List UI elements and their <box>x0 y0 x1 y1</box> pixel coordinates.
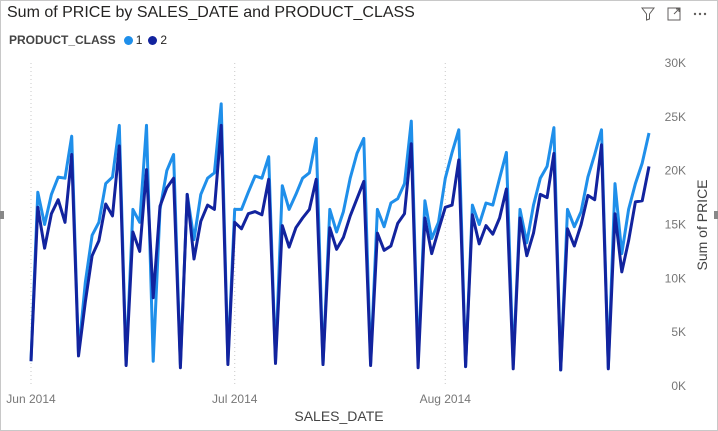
more-options-icon[interactable] <box>691 5 709 23</box>
legend-label-2: 2 <box>160 33 168 47</box>
x-tick-label: Aug 2014 <box>420 392 472 406</box>
series-line-1[interactable] <box>29 102 651 372</box>
legend: PRODUCT_CLASS 1 2 <box>9 33 173 47</box>
series-layer <box>29 102 651 372</box>
resize-handle-left[interactable] <box>0 211 4 219</box>
chart-title: Sum of PRICE by SALES_DATE and PRODUCT_C… <box>7 4 415 21</box>
filter-icon[interactable] <box>639 5 657 23</box>
x-axis-ticks: Jun 2014 Jul 2014 Aug 2014 <box>6 392 471 406</box>
legend-item-1[interactable]: 1 <box>123 33 143 47</box>
legend-item-2[interactable]: 2 <box>148 33 167 47</box>
x-tick-label: Jun 2014 <box>6 392 56 406</box>
legend-marker-2 <box>148 35 158 45</box>
y-tick-label: 20K <box>665 164 686 178</box>
y-tick-label: 30K <box>665 56 686 70</box>
y-tick-label: 10K <box>665 271 686 285</box>
legend-marker-1 <box>123 35 133 45</box>
y-tick-label: 5K <box>671 325 686 339</box>
y-tick-label: 15K <box>665 218 686 232</box>
y-axis-title: Sum of PRICE <box>694 179 710 270</box>
y-tick-label: 25K <box>665 110 686 124</box>
visual-header-icons <box>639 5 709 23</box>
x-tick-label: Jul 2014 <box>212 392 258 406</box>
focus-mode-icon[interactable] <box>665 5 683 23</box>
series-line-2[interactable] <box>29 123 651 372</box>
legend-title: PRODUCT_CLASS <box>9 33 116 47</box>
legend-label-1: 1 <box>135 33 143 47</box>
y-axis-ticks: 0K 5K 10K 15K 20K 25K 30K <box>665 56 686 393</box>
y-tick-label: 0K <box>671 379 686 393</box>
resize-handle-right[interactable] <box>714 211 718 219</box>
x-axis-title: SALES_DATE <box>294 408 383 424</box>
